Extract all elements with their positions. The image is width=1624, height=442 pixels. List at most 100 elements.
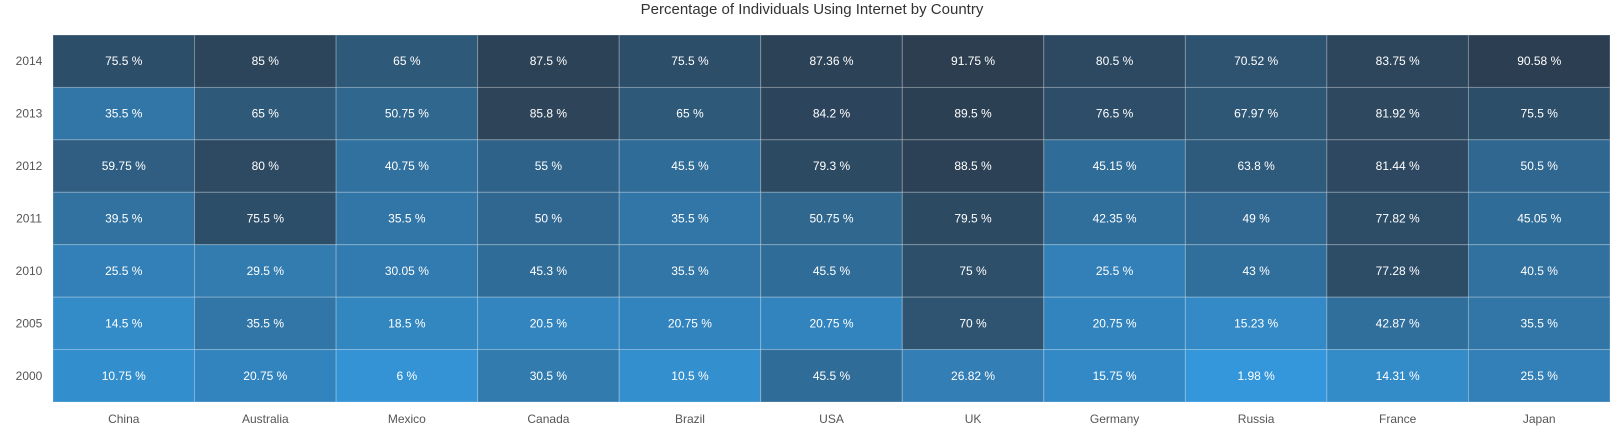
heatmap-cell: [1326, 86, 1469, 141]
cell-value-label: 76.5 %: [1096, 107, 1134, 121]
heatmap-cell: [901, 191, 1045, 246]
cell-value-label: 80.5 %: [1096, 54, 1134, 68]
cell-value-label: 45.3 %: [530, 264, 568, 278]
cell-value-label: 40.75 %: [385, 159, 429, 173]
cell-value-label: 55 %: [535, 159, 563, 173]
heatmap-cell: [52, 349, 196, 403]
cell-value-label: 84.2 %: [813, 107, 851, 121]
heatmap-cell: [477, 349, 620, 403]
cell-value-label: 45.5 %: [813, 369, 851, 383]
cell-value-label: 40.5 %: [1521, 264, 1559, 278]
heatmap-cell: [1184, 296, 1328, 351]
cell-value-label: 65 %: [676, 107, 704, 121]
cell-value-label: 81.92 %: [1376, 107, 1420, 121]
heatmap-cell: [335, 191, 479, 246]
x-tick-label: China: [108, 412, 140, 426]
cell-value-label: 81.44 %: [1376, 159, 1420, 173]
cell-value-label: 20.75 %: [1093, 316, 1137, 330]
heatmap-cell: [901, 296, 1045, 351]
cell-value-label: 35.5 %: [671, 212, 709, 226]
heatmap-cell: [477, 244, 620, 298]
cell-value-label: 70 %: [959, 316, 987, 330]
y-tick-label: 2000: [16, 369, 43, 383]
heatmap-cell: [52, 296, 196, 351]
x-tick-label: Russia: [1238, 412, 1275, 426]
cell-value-label: 35.5 %: [1521, 316, 1559, 330]
heatmap-cell: [760, 296, 903, 351]
cell-value-label: 67.97 %: [1234, 107, 1278, 121]
cell-value-label: 29.5 %: [247, 264, 285, 278]
heatmap-cell: [194, 349, 337, 403]
heatmap-cell: [1043, 86, 1186, 141]
heatmap-cell: [1467, 34, 1611, 88]
x-tick-label: Mexico: [388, 412, 426, 426]
chart-title: Percentage of Individuals Using Internet…: [640, 1, 984, 18]
heatmap-cell: [194, 191, 337, 246]
cell-value-label: 14.31 %: [1376, 369, 1420, 383]
cell-value-label: 20.5 %: [530, 316, 568, 330]
cell-value-label: 45.5 %: [813, 264, 851, 278]
cell-value-label: 10.5 %: [671, 369, 709, 383]
cell-value-label: 20.75 %: [809, 316, 853, 330]
heatmap-cell: [618, 349, 762, 403]
heatmap-cell: [1467, 349, 1611, 403]
cell-value-label: 88.5 %: [954, 159, 992, 173]
cell-value-label: 65 %: [393, 54, 421, 68]
x-tick-label: Australia: [242, 412, 289, 426]
cell-value-label: 91.75 %: [951, 54, 995, 68]
heatmap-cell: [1326, 349, 1469, 403]
heatmap-cell-labels: 75.5 % 85 % 65 % 87.5 % 75.5 % 87.36 % 91.75 %…: [102, 54, 1562, 383]
heatmap-cell: [760, 349, 903, 403]
heatmap-cell: [901, 349, 1045, 403]
heatmap-cell: [1326, 139, 1469, 193]
heatmap-cell: [477, 86, 620, 141]
heatmap-cell: [1184, 244, 1328, 298]
heatmap-cell: [52, 191, 196, 246]
heatmap-cell: [760, 139, 903, 193]
heatmap-cell: [1043, 296, 1186, 351]
cell-value-label: 50 %: [535, 212, 563, 226]
cell-value-label: 79.5 %: [954, 212, 992, 226]
cell-value-label: 77.82 %: [1376, 212, 1420, 226]
cell-value-label: 18.5 %: [388, 316, 426, 330]
cell-value-label: 89.5 %: [954, 107, 992, 121]
heatmap-cell: [901, 86, 1045, 141]
cell-value-label: 70.52 %: [1234, 54, 1278, 68]
cell-value-label: 75.5 %: [1521, 107, 1559, 121]
cell-value-label: 26.82 %: [951, 369, 995, 383]
cell-value-label: 45.05 %: [1517, 212, 1561, 226]
heatmap-cell: [1184, 139, 1328, 193]
y-tick-label: 2011: [16, 212, 42, 226]
cell-value-label: 87.36 %: [809, 54, 853, 68]
cell-value-label: 15.75 %: [1093, 369, 1137, 383]
heatmap-cell: [1467, 86, 1611, 141]
cell-value-label: 85 %: [252, 54, 280, 68]
cell-value-label: 15.23 %: [1234, 316, 1278, 330]
heatmap-cell: [760, 34, 903, 88]
cell-value-label: 87.5 %: [530, 54, 568, 68]
heatmap-cell: [1043, 34, 1186, 88]
heatmap-cell: [1184, 349, 1328, 403]
heatmap-cell: [1043, 349, 1186, 403]
cell-value-label: 63.8 %: [1237, 159, 1275, 173]
cell-value-label: 6 %: [397, 369, 418, 383]
cell-value-label: 42.35 %: [1093, 212, 1137, 226]
cell-value-label: 75.5 %: [105, 54, 143, 68]
cell-value-label: 50.75 %: [809, 212, 853, 226]
cell-value-label: 14.5 %: [105, 316, 143, 330]
cell-value-label: 77.28 %: [1376, 264, 1420, 278]
heatmap-cell: [1326, 296, 1469, 351]
heatmap-cell: [335, 349, 479, 403]
heatmap-cell: [194, 244, 337, 298]
x-axis-ticks: China Australia Mexico Canada Brazil USA UK Ger…: [108, 412, 1555, 426]
y-axis-ticks: 2014 2013 2012 2011 2010 2005 2000: [16, 54, 43, 383]
cell-value-label: 25.5 %: [1521, 369, 1559, 383]
cell-value-label: 43 %: [1242, 264, 1270, 278]
heatmap-cell: [1467, 296, 1611, 351]
cell-value-label: 39.5 %: [105, 212, 143, 226]
cell-value-label: 49 %: [1242, 212, 1270, 226]
cell-value-label: 30.5 %: [530, 369, 568, 383]
x-tick-label: USA: [819, 412, 844, 426]
heatmap-cell: [1184, 191, 1328, 246]
